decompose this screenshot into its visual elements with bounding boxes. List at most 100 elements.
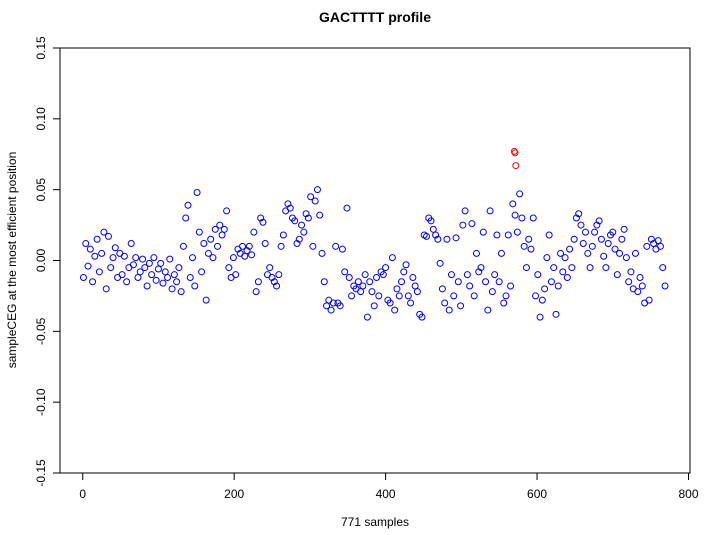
data-point (148, 271, 156, 279)
x-tick-label: 400 (376, 487, 396, 501)
data-point (118, 271, 126, 279)
data-point (332, 242, 340, 250)
data-point (379, 271, 387, 279)
data-point (341, 268, 349, 276)
data-point (386, 299, 394, 307)
data-point (609, 228, 617, 236)
data-point (338, 245, 346, 253)
data-point (327, 306, 335, 314)
data-point (275, 271, 283, 279)
data-point (470, 292, 478, 300)
data-point (107, 264, 115, 272)
data-point (398, 278, 406, 286)
data-point (595, 217, 603, 225)
data-point (493, 231, 501, 239)
data-point (586, 264, 594, 272)
data-point (643, 242, 651, 250)
data-point (79, 274, 87, 281)
data-point (291, 217, 299, 225)
y-tick-label: 0.05 (34, 178, 48, 202)
data-point (86, 245, 94, 253)
data-point (543, 254, 551, 262)
data-point (597, 235, 605, 243)
data-point (525, 235, 533, 243)
data-point (429, 225, 437, 233)
x-tick-label: 200 (224, 487, 244, 501)
data-point (95, 268, 103, 276)
data-point (175, 264, 183, 272)
data-point (625, 278, 633, 286)
data-point (434, 235, 442, 243)
data-point (345, 274, 353, 281)
data-point (279, 231, 287, 239)
data-point (457, 302, 465, 310)
data-point (656, 242, 664, 250)
data-point (200, 240, 208, 247)
y-tick-label: -0.10 (34, 388, 48, 416)
data-point (618, 235, 626, 243)
data-point (248, 251, 256, 259)
data-point (193, 189, 201, 196)
data-point (502, 292, 510, 300)
data-point (445, 306, 453, 314)
data-point (259, 218, 267, 226)
data-point (270, 278, 278, 286)
data-point (645, 296, 653, 304)
data-point (368, 288, 376, 296)
data-point (584, 249, 592, 257)
data-point (400, 268, 408, 276)
x-tick-label: 0 (79, 487, 86, 501)
data-point (295, 235, 303, 243)
data-point (343, 204, 351, 212)
data-point (495, 278, 503, 286)
data-point (391, 306, 399, 314)
data-point (547, 278, 555, 286)
data-point (375, 292, 383, 300)
data-point (257, 214, 265, 222)
data-point (127, 240, 135, 247)
data-point (500, 299, 508, 307)
data-point (611, 245, 619, 253)
data-point (123, 278, 131, 286)
data-points (79, 147, 669, 321)
data-point (359, 282, 367, 290)
data-point (363, 313, 371, 321)
data-point (620, 225, 628, 233)
data-point (527, 245, 535, 253)
data-point (541, 285, 549, 293)
data-point (579, 240, 587, 247)
x-axis: 0 200 400 600 800 (79, 473, 699, 501)
data-point (277, 242, 285, 250)
data-point (432, 231, 440, 239)
data-point (477, 264, 485, 272)
data-point (245, 242, 253, 250)
data-point (170, 271, 178, 279)
y-tick-label: 0.10 (34, 107, 48, 131)
data-point (202, 296, 210, 304)
data-point (100, 228, 108, 236)
data-point (613, 271, 621, 279)
data-point (293, 240, 301, 247)
data-point (370, 302, 378, 310)
data-point (320, 278, 328, 286)
data-point (238, 242, 246, 250)
data-point (207, 235, 215, 243)
data-point (422, 232, 430, 240)
data-point (91, 252, 99, 260)
data-point (572, 214, 580, 222)
x-tick-label: 800 (678, 487, 698, 501)
data-point (486, 207, 494, 215)
data-point (82, 240, 90, 247)
data-point (577, 221, 585, 229)
data-point (575, 210, 583, 218)
data-point (452, 234, 460, 242)
data-point (184, 201, 192, 209)
data-point (141, 264, 149, 272)
data-point (602, 264, 610, 272)
data-point (591, 228, 599, 236)
data-point (159, 279, 167, 287)
data-point (563, 274, 571, 281)
data-point (336, 302, 344, 310)
data-point (136, 268, 144, 276)
data-point (104, 232, 112, 240)
